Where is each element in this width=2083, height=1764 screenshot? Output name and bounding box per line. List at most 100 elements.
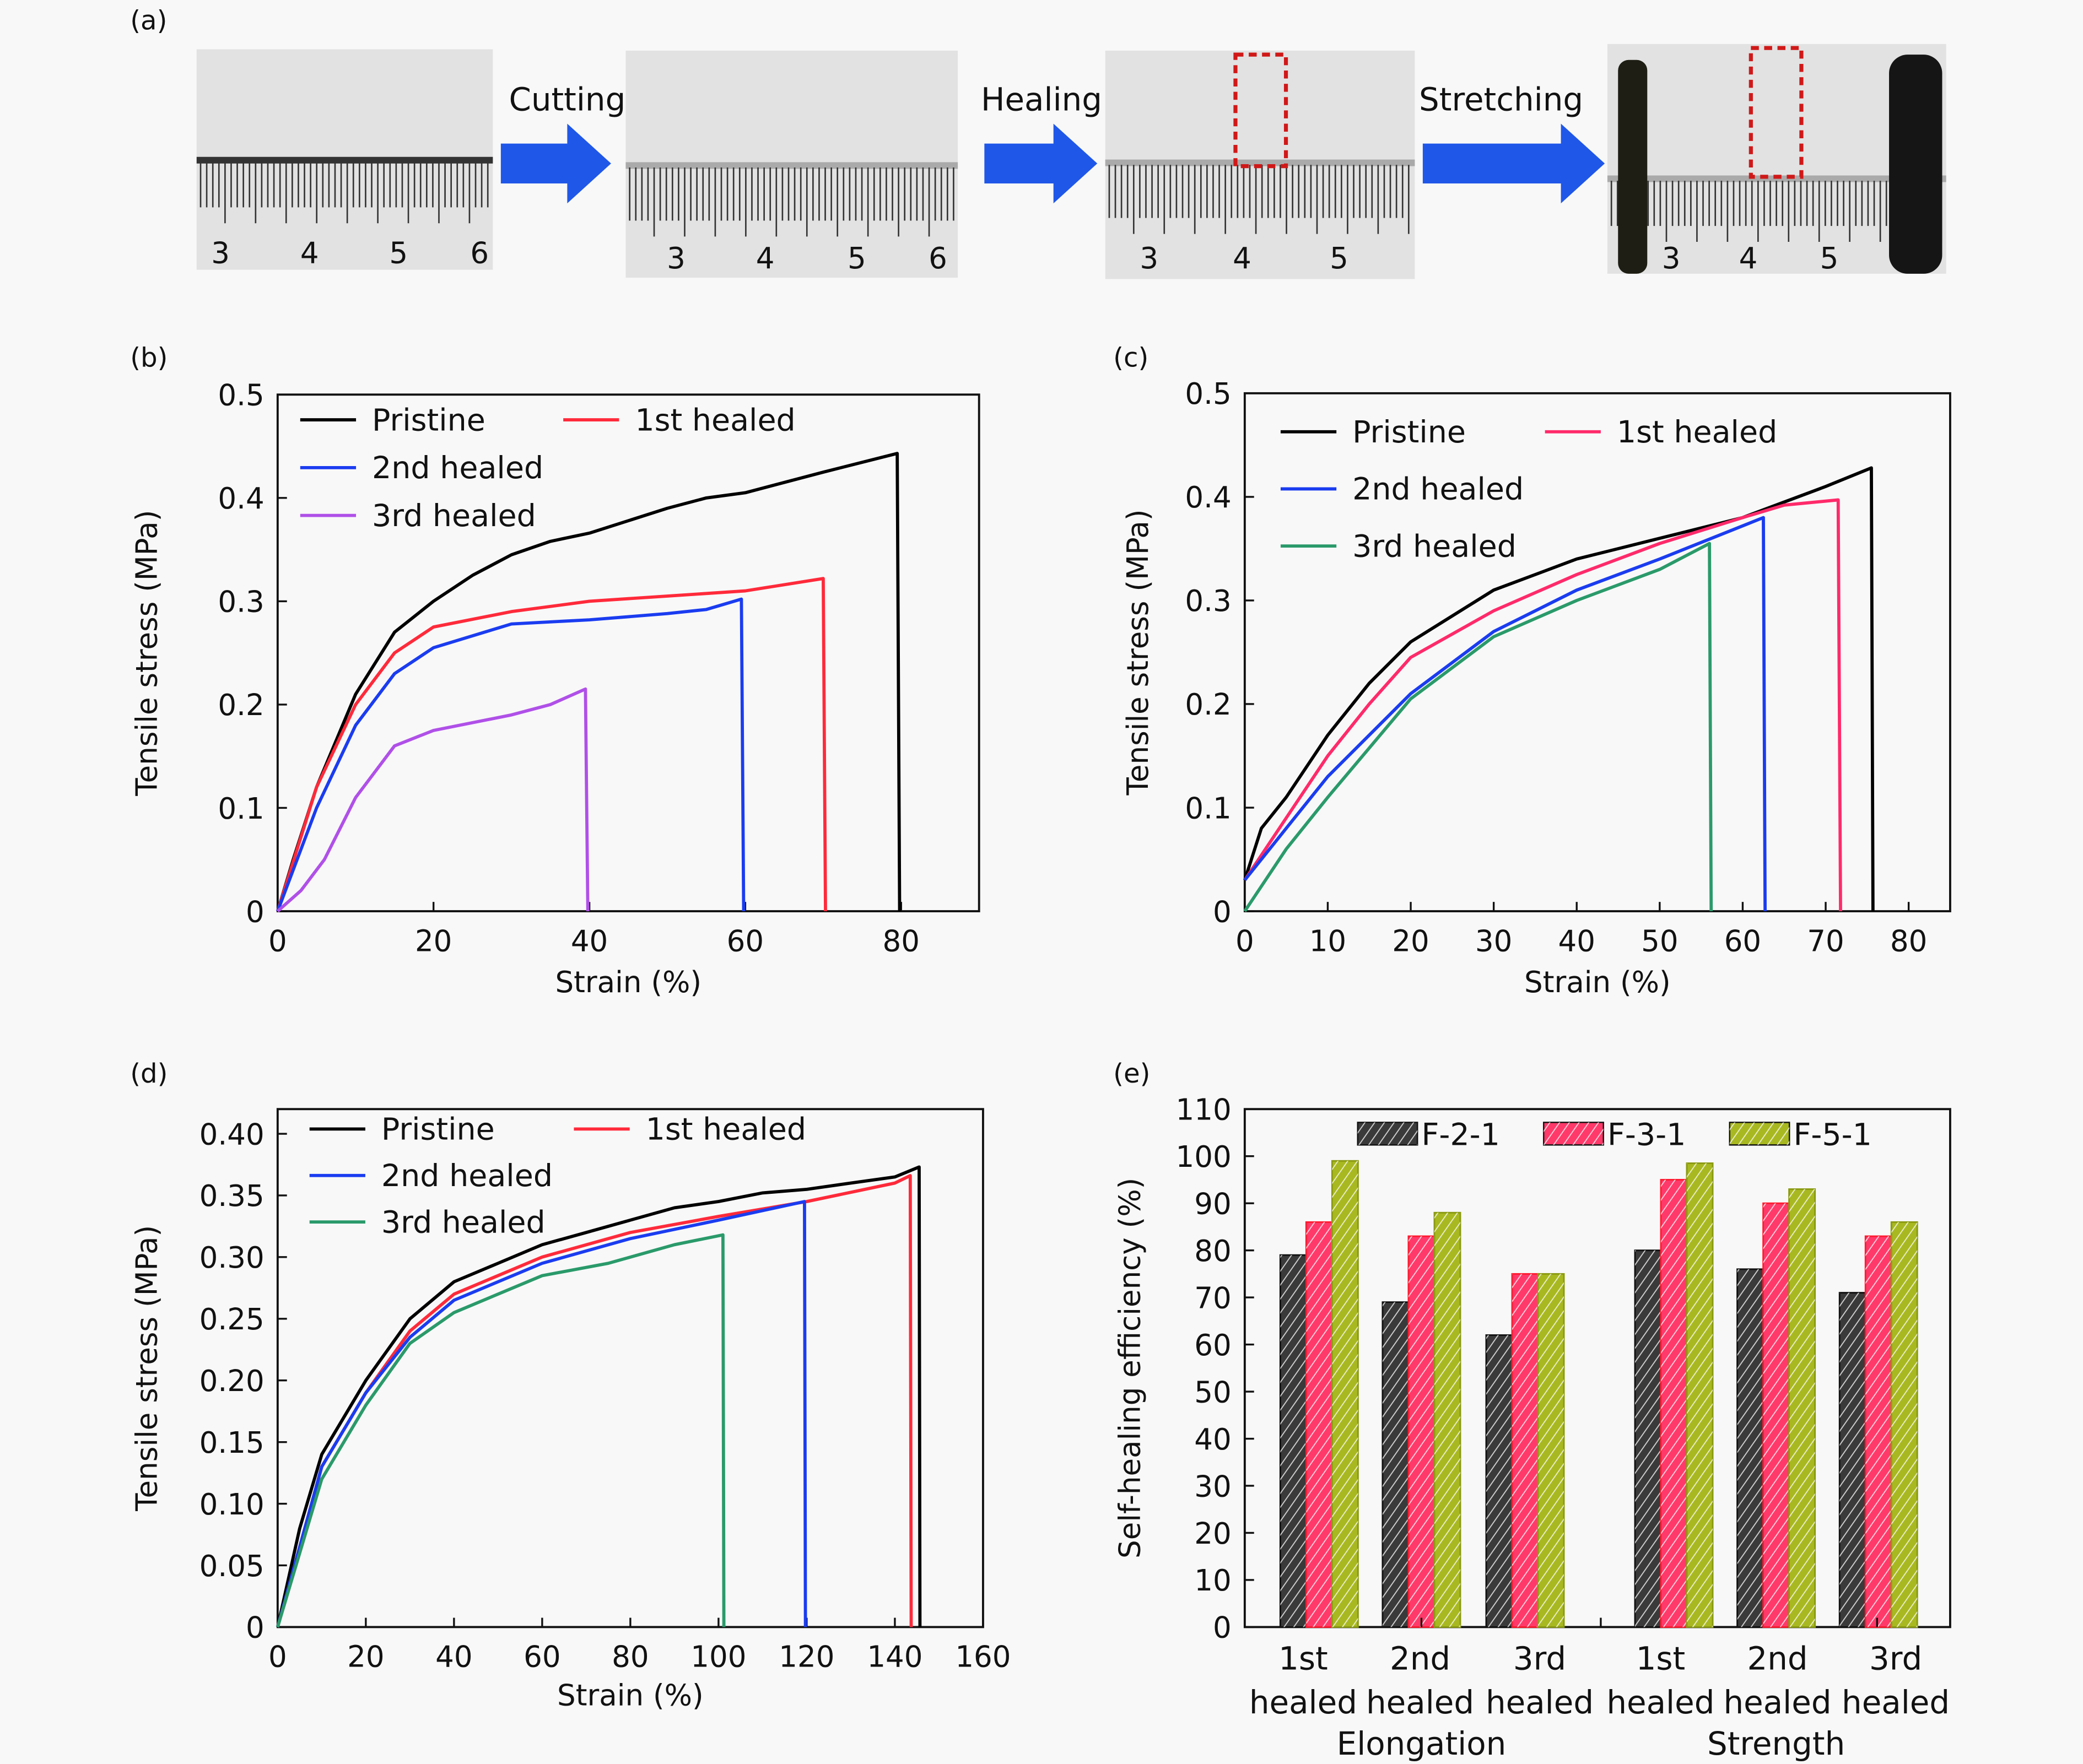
chart-e: (e) 0 10 20 30 40 50 60 70 80 90 100 110 Self-healing…	[1113, 1058, 1951, 1762]
series-line-pristine	[276, 452, 902, 912]
y-axis-label: Self-healing efficiency (%)	[1113, 1178, 1147, 1559]
x-tick-label: 0	[268, 1640, 287, 1674]
y-tick-label: 0	[246, 895, 265, 929]
chart-b: (b) 0 0.1 0.2 0.3 0.4 0.5 Tensile stress (MPa) 0…	[129, 343, 980, 999]
y-tick-label: 0.35	[199, 1179, 265, 1213]
category-label-line2: healed	[1842, 1684, 1950, 1721]
category-label-line2: healed	[1606, 1684, 1714, 1721]
legend-label: Pristine	[1352, 415, 1466, 450]
y-tick-label: 0.4	[218, 481, 264, 516]
x-axis-label: Strain (%)	[557, 1679, 704, 1713]
legend-label: 3rd healed	[381, 1205, 546, 1240]
series-line-2nd-healed	[276, 597, 746, 912]
category-label-line2: healed	[1366, 1684, 1474, 1721]
ruler-number: 3	[1662, 241, 1681, 275]
bar-hatch	[1306, 1222, 1332, 1627]
y-tick-label: 40	[1194, 1422, 1231, 1457]
category-label-line1: 3rd	[1869, 1640, 1922, 1678]
arrow-icon	[984, 123, 1098, 204]
x-tick-label: 50	[1641, 924, 1678, 958]
y-tick-label: 30	[1194, 1469, 1231, 1503]
clamp-right	[1889, 55, 1942, 274]
y-tick-label: 0.40	[199, 1117, 265, 1151]
y-tick-label: 0.5	[218, 378, 264, 413]
plot-frame	[276, 393, 980, 912]
group-label: Elongation	[1337, 1725, 1507, 1762]
x-tick-label: 40	[435, 1640, 472, 1674]
clamp-left	[1618, 59, 1648, 274]
series-line-3rd-healed	[276, 687, 590, 913]
y-tick-label: 90	[1194, 1187, 1231, 1221]
x-tick-label: 0	[1235, 924, 1254, 958]
photo-3: 3 4 5	[1105, 50, 1415, 279]
category-label-line2: healed	[1249, 1684, 1357, 1721]
legend-label: F-5-1	[1793, 1117, 1871, 1152]
step-label: Stretching	[1419, 80, 1583, 118]
charts: (b) 0 0.1 0.2 0.3 0.4 0.5 Tensile stress (MPa) 0…	[129, 343, 1951, 1762]
y-tick-label: 80	[1194, 1234, 1231, 1268]
photo-4: 3 4 5	[1607, 44, 1946, 275]
bar-hatch	[1382, 1302, 1409, 1627]
bar-hatch	[1280, 1255, 1307, 1627]
bar-hatch	[1408, 1236, 1434, 1627]
y-tick-label: 20	[1194, 1517, 1231, 1551]
legend-label: F-2-1	[1421, 1117, 1499, 1152]
y-tick-label: 0.5	[1185, 377, 1231, 411]
y-tick-label: 0.25	[199, 1302, 265, 1336]
legend-label: 2nd healed	[372, 451, 543, 486]
bar-hatch	[1332, 1161, 1358, 1627]
category-label-line1: 2nd	[1390, 1640, 1450, 1678]
bar-hatch	[1486, 1335, 1512, 1627]
y-tick-label: 0	[1213, 895, 1232, 929]
y-tick-label: 50	[1194, 1375, 1231, 1409]
legend-swatch-hatch	[1357, 1122, 1418, 1145]
y-tick-label: 0.3	[1185, 584, 1231, 618]
bar-hatch	[1660, 1179, 1687, 1627]
step-label: Cutting	[509, 80, 625, 118]
x-tick-label: 60	[1724, 924, 1761, 958]
x-axis-label: Strain (%)	[555, 965, 701, 999]
highlight-box	[1233, 52, 1288, 169]
legend-label: 2nd healed	[1352, 472, 1524, 507]
legend-label: Pristine	[381, 1112, 495, 1148]
x-tick-label: 40	[1558, 924, 1595, 958]
panel-label: (d)	[130, 1058, 168, 1089]
chart-c: (c) 0 0.1 0.2 0.3 0.4 0.5 Tensile stress (MPa) 0…	[1113, 343, 1951, 999]
series-line-pristine	[276, 1165, 922, 1628]
ruler-number: 4	[1739, 241, 1758, 275]
ruler-number: 4	[300, 236, 319, 270]
x-tick-label: 0	[268, 924, 287, 958]
plot-frame	[1243, 1108, 1951, 1628]
x-tick-label: 160	[955, 1640, 1011, 1674]
legend-swatch-hatch	[1544, 1122, 1604, 1145]
arrow-icon	[1422, 123, 1605, 204]
category-label-line2: healed	[1486, 1684, 1594, 1721]
y-tick-label: 0.15	[199, 1426, 265, 1460]
x-tick-label: 70	[1807, 924, 1844, 958]
category-label-line2: healed	[1723, 1684, 1831, 1721]
x-tick-label: 140	[867, 1640, 922, 1674]
y-tick-label: 0.3	[218, 585, 264, 619]
y-tick-label: 0.1	[1185, 791, 1231, 825]
panel-label: (a)	[130, 5, 167, 36]
x-tick-label: 120	[779, 1640, 834, 1674]
ruler-number: 6	[929, 241, 947, 275]
ruler-number: 4	[756, 241, 775, 275]
highlight-box	[1749, 46, 1804, 179]
category-label-line1: 2nd	[1747, 1640, 1807, 1678]
legend-label: Pristine	[372, 403, 485, 438]
series-line-1st-healed	[276, 1174, 913, 1628]
step-label: Healing	[981, 80, 1102, 118]
chart-d: (d) 0 0.05 0.10 0.15 0.20 0.25 0.30 0.35 0.40 Tens…	[129, 1058, 1011, 1713]
legend-label: 1st healed	[1617, 415, 1777, 450]
x-tick-label: 20	[1392, 924, 1429, 958]
bar-hatch	[1763, 1203, 1789, 1627]
series-line-1st-healed	[276, 577, 827, 912]
y-tick-label: 0.2	[1185, 688, 1231, 722]
photo-1: 3 4 5 6	[196, 49, 493, 270]
series-line-3rd-healed	[276, 1233, 726, 1628]
y-tick-label: 0.1	[218, 792, 264, 826]
x-tick-label: 40	[571, 924, 608, 958]
bar-hatch	[1891, 1222, 1918, 1627]
